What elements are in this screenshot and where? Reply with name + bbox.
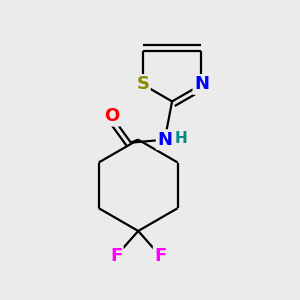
Text: O: O [104, 107, 119, 125]
Text: F: F [110, 247, 122, 265]
Text: N: N [157, 131, 172, 149]
Text: N: N [194, 76, 209, 94]
Text: S: S [136, 76, 149, 94]
Text: H: H [175, 131, 187, 146]
Text: F: F [154, 247, 167, 265]
